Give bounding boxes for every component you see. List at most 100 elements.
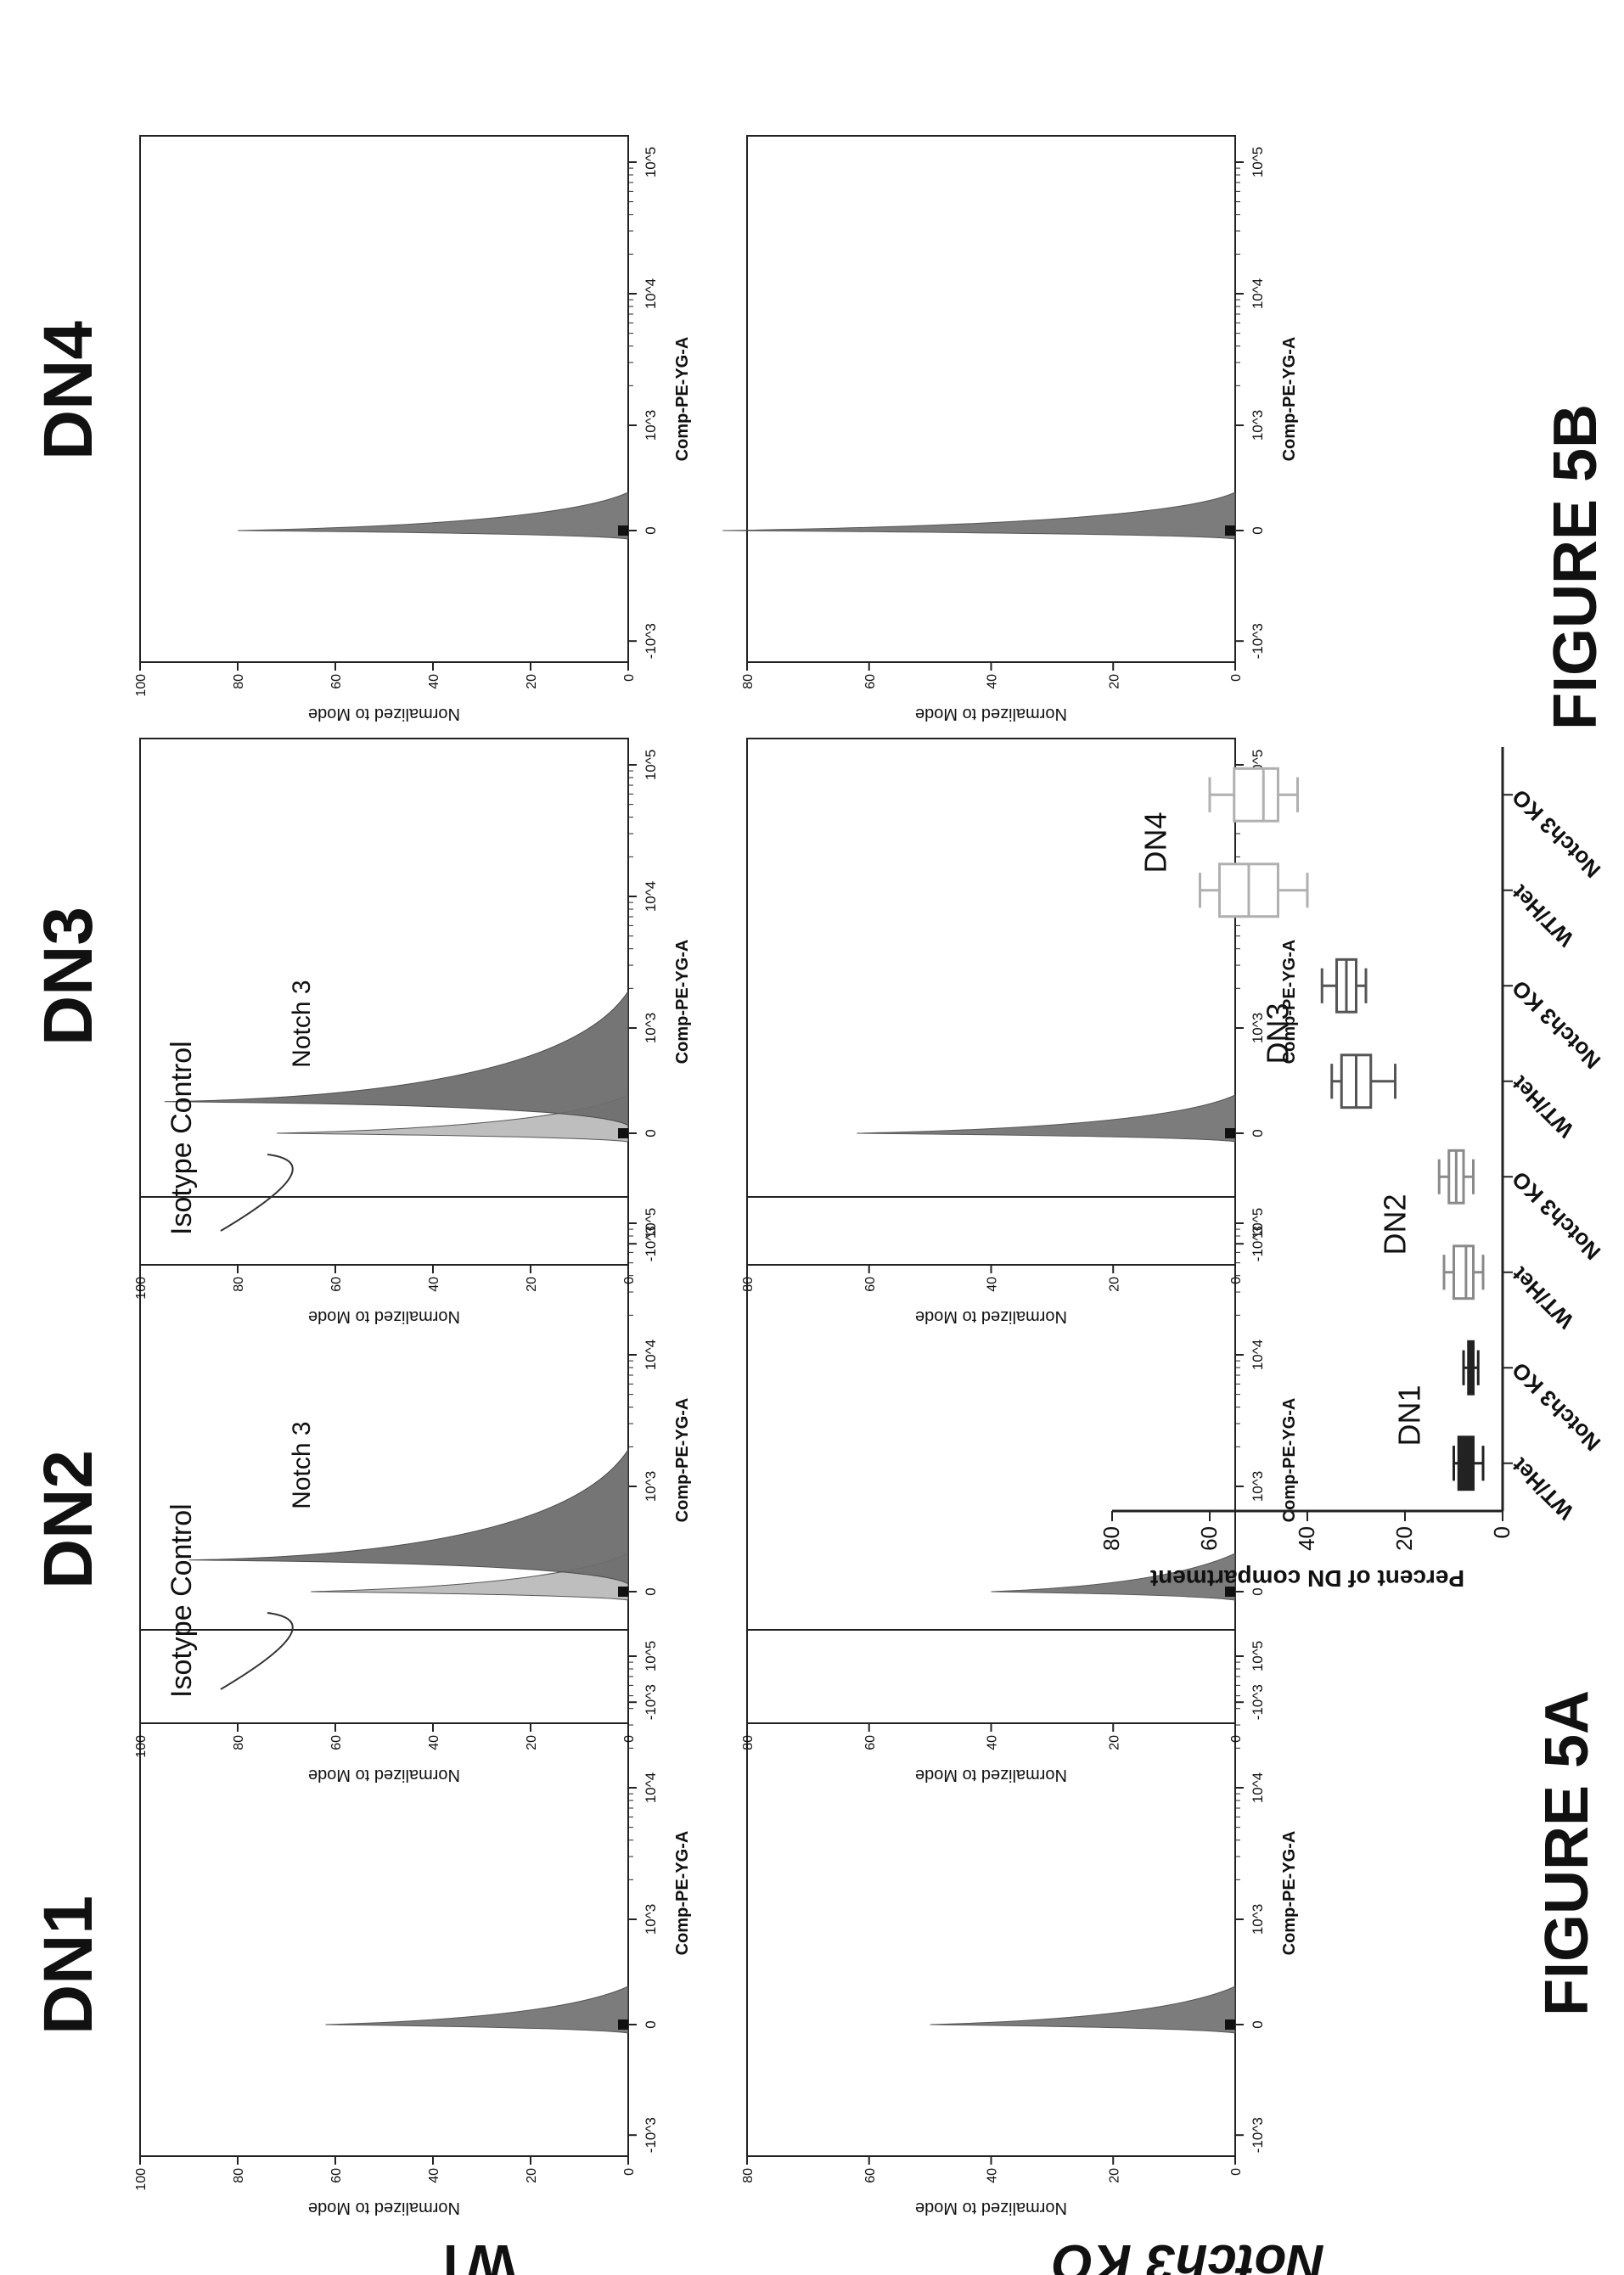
y-tick-label: 80 — [741, 1735, 756, 1750]
y-tick-label: 20 — [1107, 674, 1121, 689]
y-tick-label: 100 — [134, 2168, 149, 2191]
figure-5b-label: FIGURE 5B — [1542, 404, 1610, 730]
y-tick-label: 0 — [1229, 1277, 1244, 1284]
x-axis-label: Comp-PE-YG-A — [1280, 337, 1299, 462]
box-y-tick-label: 60 — [1196, 1526, 1222, 1551]
y-tick-label: 40 — [986, 1735, 1000, 1750]
zero-marker — [618, 525, 628, 536]
box-y-tick-label: 20 — [1391, 1526, 1417, 1551]
x-tick-label: -10^3 — [643, 2117, 659, 2153]
histogram-peak-sample — [722, 492, 1236, 540]
y-tick-label: 20 — [525, 674, 539, 689]
y-tick-label: 60 — [863, 2168, 878, 2183]
x-tick-label: 10^3 — [1250, 1013, 1266, 1043]
x-tick-label: 10^5 — [643, 147, 659, 177]
x-axis-label: Comp-PE-YG-A — [1280, 1831, 1299, 1956]
y-tick-label: 0 — [622, 1735, 637, 1743]
box-category-label: Notch3 KO — [1507, 784, 1605, 883]
x-tick-label: 10^5 — [1250, 1208, 1266, 1239]
row-label-wt: WT — [435, 2233, 517, 2275]
annotation-arc — [220, 1154, 294, 1232]
y-tick-label: 0 — [1229, 1735, 1244, 1743]
x-tick-label: 10^5 — [643, 750, 659, 780]
x-tick-label: 0 — [643, 1129, 659, 1137]
column-label-dn2: DN2 — [30, 1450, 107, 1589]
x-tick-label: 0 — [643, 1587, 659, 1595]
box-dn2-wthet — [1442, 1244, 1485, 1300]
box-y-axis-label: Percent of DN compartment — [1150, 1565, 1464, 1592]
box-category-label: WT/Het — [1507, 1070, 1579, 1143]
histogram-peak-notch-3 — [164, 990, 629, 1126]
x-tick-label: 0 — [1250, 1587, 1266, 1595]
x-tick-label: 10^4 — [1250, 278, 1266, 309]
x-tick-label: 10^5 — [643, 1208, 659, 1239]
y-tick-label: 40 — [986, 2168, 1000, 2183]
box-category-label: WT/Het — [1507, 1261, 1579, 1334]
x-tick-label: 0 — [643, 526, 659, 534]
y-axis-label: Normalized to Mode — [915, 705, 1067, 723]
column-label-dn1: DN1 — [30, 1896, 107, 2035]
y-axis-label: Normalized to Mode — [915, 1766, 1067, 1784]
y-tick-label: 60 — [863, 1277, 878, 1292]
zero-marker — [618, 2019, 628, 2030]
y-tick-label: 40 — [427, 674, 441, 689]
y-tick-label: 0 — [1229, 674, 1244, 682]
histogram-panel-dn4-wt: 0 20 40 60 80 100 Normalized to Mode -10^3 0 10^3… — [134, 135, 692, 723]
y-tick-label: 0 — [622, 674, 637, 682]
isotype-control-annotation: Isotype Control — [166, 1041, 198, 1235]
x-tick-label: 10^3 — [643, 410, 659, 441]
plot-frame — [746, 1629, 1236, 2157]
x-tick-label: -10^3 — [1250, 1226, 1266, 1261]
y-tick-label: 60 — [329, 1277, 344, 1292]
box-category-label: WT/Het — [1507, 1452, 1579, 1525]
y-tick-label: 60 — [329, 1735, 344, 1750]
y-tick-label: 20 — [1107, 1735, 1121, 1750]
y-tick-label: 80 — [232, 1277, 246, 1292]
box-dn1-wthet — [1453, 1435, 1485, 1491]
zero-marker — [1225, 1587, 1235, 1597]
histogram-panel-dn1-notch3ko: 0 20 40 60 80 Normalized to Mode -10^3 0 10^3 10^… — [741, 1629, 1299, 2217]
notch3-annotation: Notch 3 — [288, 980, 316, 1067]
box-dn3-wthet — [1330, 1053, 1396, 1109]
x-tick-label: 10^5 — [1250, 1641, 1266, 1671]
box-group-label-dn1: DN1 — [1392, 1385, 1427, 1446]
plot-frame — [746, 1196, 1236, 1724]
box-group-label-dn3: DN3 — [1260, 1003, 1295, 1064]
histogram-peak-sample — [237, 492, 629, 540]
y-tick-label: 60 — [329, 674, 344, 689]
y-tick-label: 40 — [986, 1277, 1000, 1292]
y-tick-label: 40 — [427, 1277, 441, 1292]
x-tick-label: -10^3 — [1250, 623, 1266, 659]
y-tick-label: 20 — [525, 1735, 539, 1750]
x-tick-label: 10^4 — [643, 1340, 659, 1370]
y-tick-label: 60 — [329, 2168, 344, 2183]
histogram-peak-sample — [857, 1094, 1236, 1143]
x-axis-label: Comp-PE-YG-A — [673, 1831, 692, 1956]
plot-frame — [139, 1196, 629, 1724]
histogram-grid: 0 20 40 60 80 100 Normalized to Mode -10^3 0 10^3… — [134, 135, 1299, 2217]
plot-frame — [139, 135, 629, 663]
x-tick-label: 0 — [1250, 2020, 1266, 2028]
box-dn3-notch3ko — [1320, 958, 1368, 1014]
box-y-tick-label: 40 — [1294, 1526, 1319, 1551]
box-dn4-notch3ko — [1208, 767, 1299, 823]
box-category-label: Notch3 KO — [1507, 1166, 1605, 1265]
box-y-tick-label: 80 — [1099, 1526, 1124, 1551]
box-dn2-notch3ko — [1437, 1149, 1475, 1205]
box-dn1-notch3ko — [1462, 1340, 1480, 1396]
x-tick-label: 10^4 — [643, 1772, 659, 1803]
x-axis-label: Comp-PE-YG-A — [673, 1398, 692, 1523]
box-group-label-dn4: DN4 — [1138, 812, 1173, 873]
y-tick-label: 80 — [741, 674, 756, 689]
box-category-label: Notch3 KO — [1507, 1357, 1605, 1456]
zero-marker — [618, 1587, 628, 1597]
x-tick-label: 10^3 — [1250, 410, 1266, 441]
histogram-peak-sample — [325, 1986, 629, 2034]
histogram-panel-dn3-notch3ko: 0 20 40 60 80 Normalized to Mode -10^3 0 10^3 10^… — [741, 738, 1299, 1326]
y-tick-label: 60 — [863, 674, 878, 689]
box-group-label-dn2: DN2 — [1377, 1194, 1412, 1255]
plot-frame — [139, 1629, 629, 2157]
y-axis-label: Normalized to Mode — [308, 1766, 460, 1784]
